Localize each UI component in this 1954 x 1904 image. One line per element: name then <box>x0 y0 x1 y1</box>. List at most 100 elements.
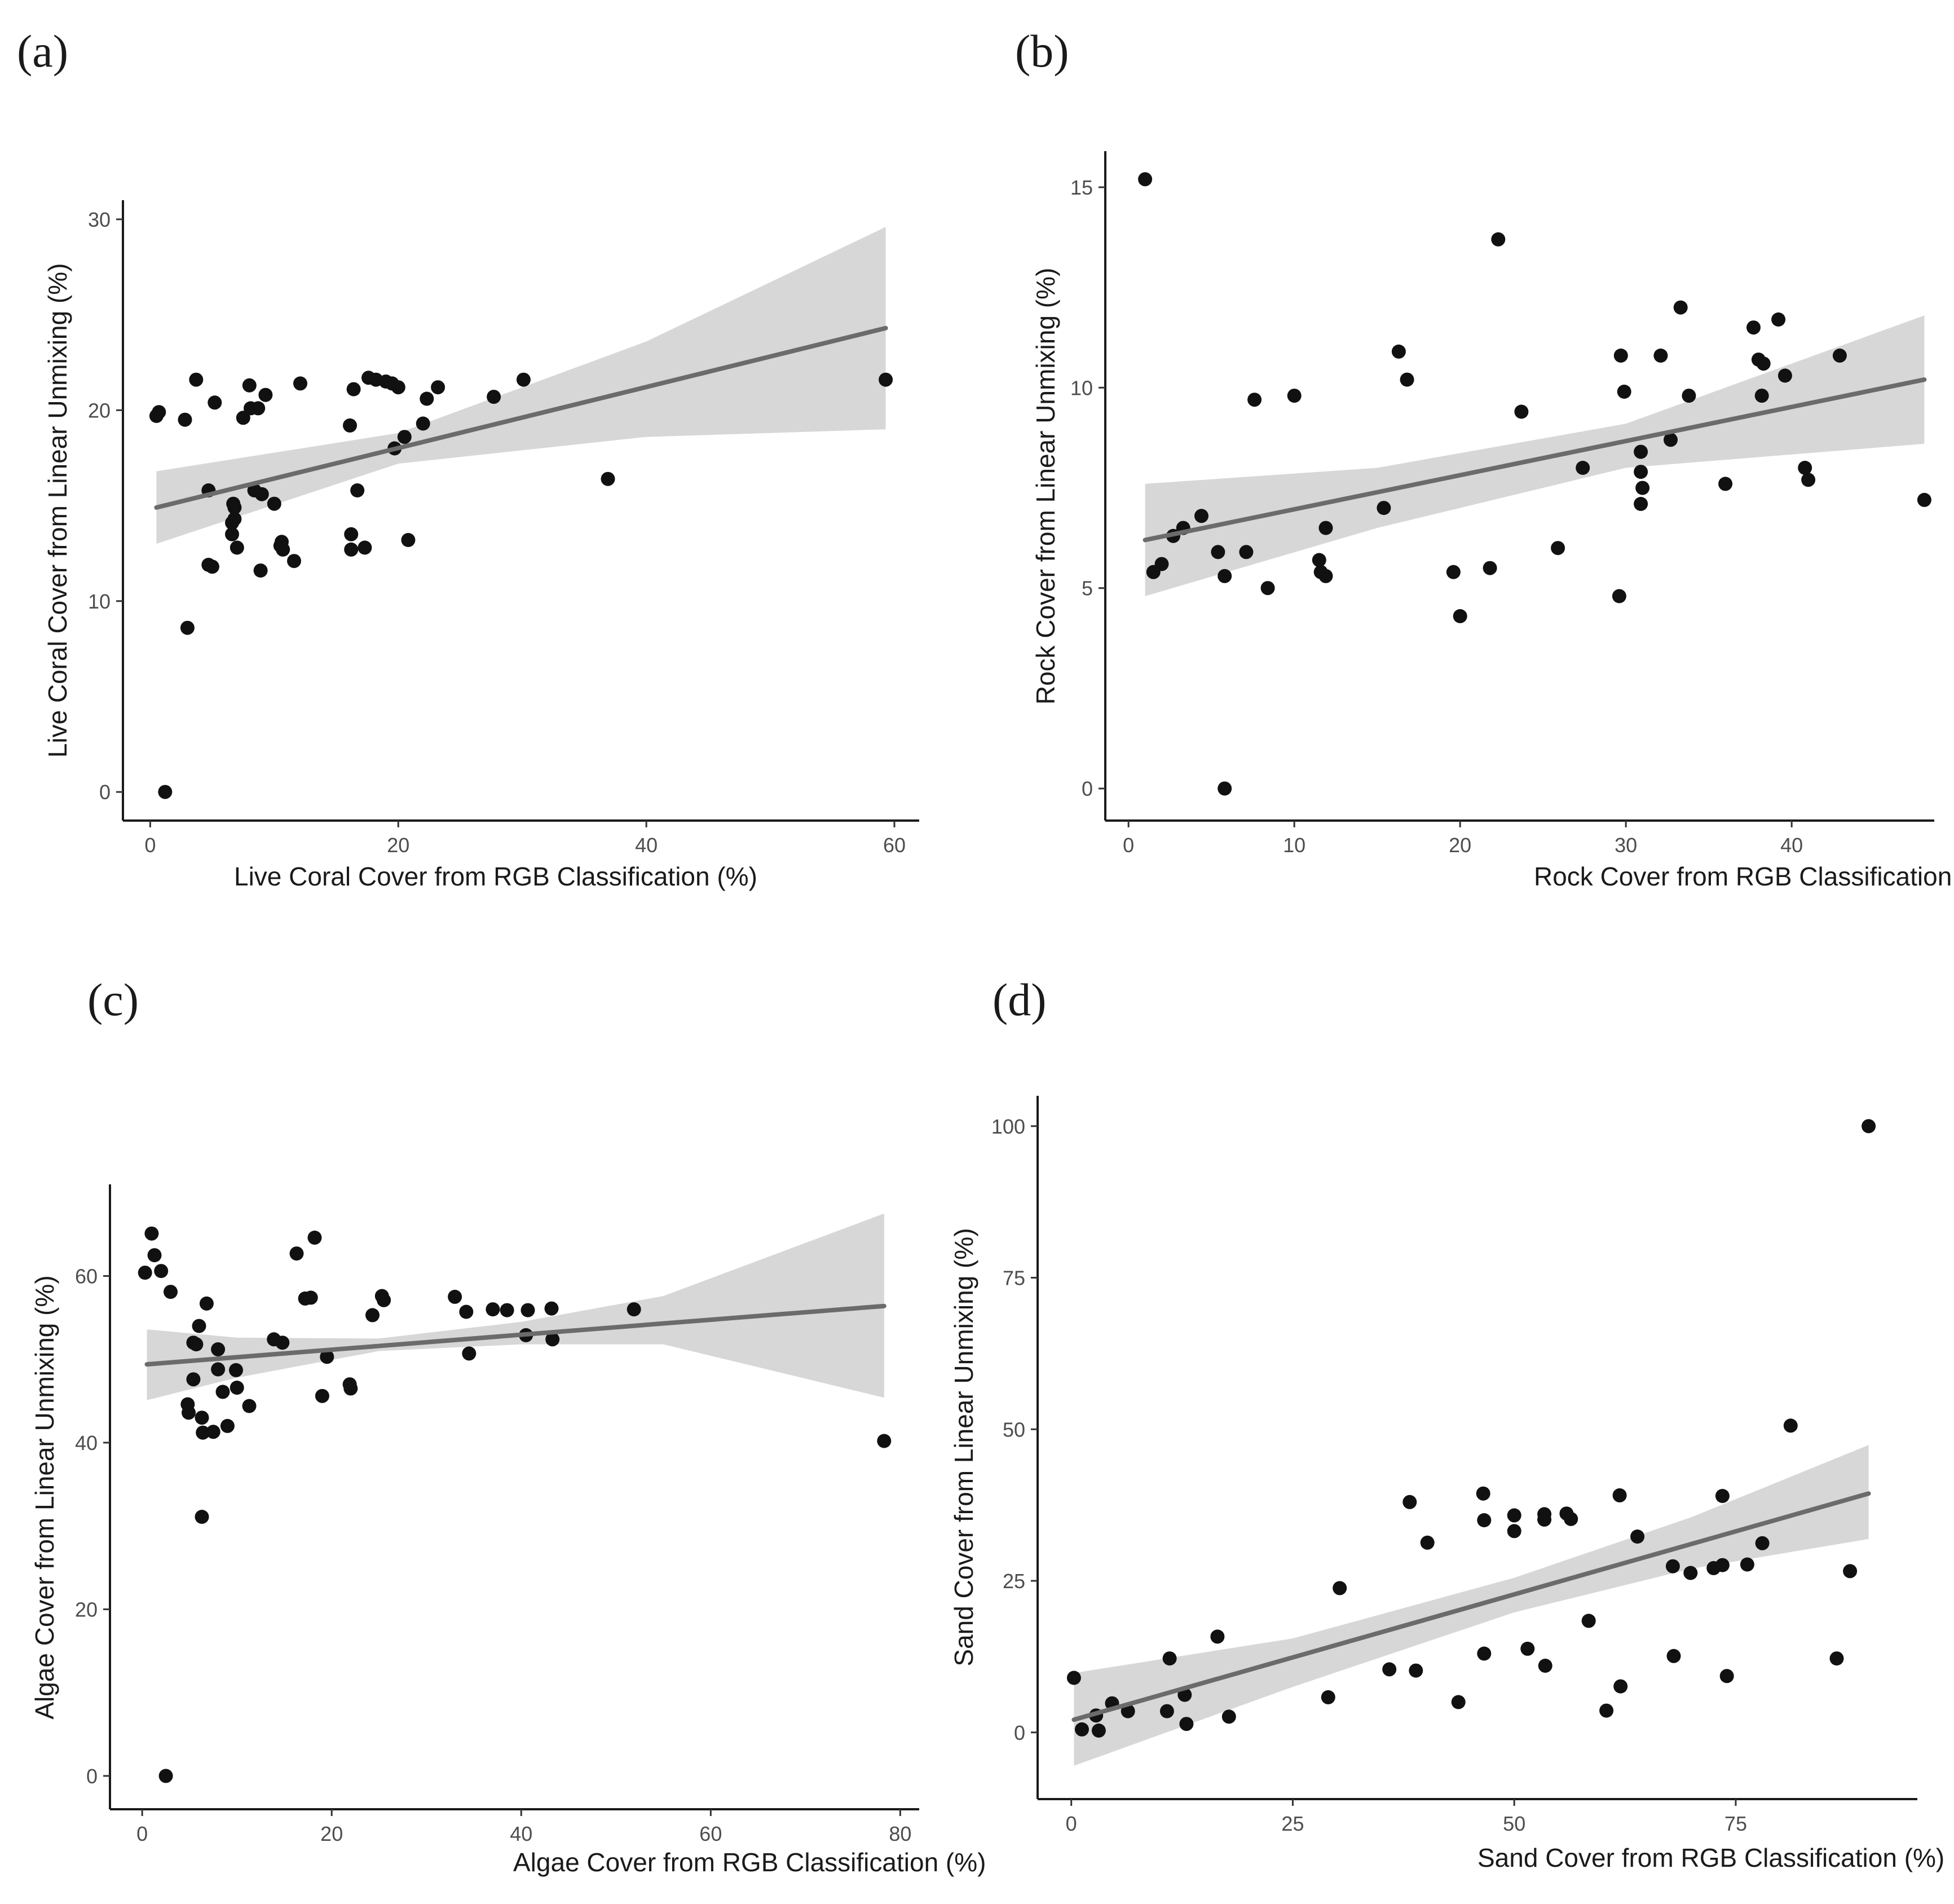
scatter-panel-a: (a) 0 20 40 60 0 10 20 30 Live Coral Cover from R… <box>17 25 919 891</box>
data-point <box>258 387 273 402</box>
data-point <box>192 1319 206 1333</box>
panel-label: (a) <box>17 25 68 77</box>
data-point <box>1756 356 1771 371</box>
x-tick-label: 20 <box>387 834 409 857</box>
data-point <box>196 1425 210 1440</box>
data-point <box>307 1231 322 1245</box>
data-point <box>1520 1641 1535 1656</box>
data-point <box>211 1362 226 1377</box>
data-point <box>225 527 239 541</box>
data-point <box>500 1303 514 1317</box>
data-point <box>1446 565 1461 579</box>
data-point <box>1318 521 1333 535</box>
data-point <box>344 542 359 557</box>
data-point <box>1673 300 1688 315</box>
y-tick-label: 20 <box>75 1598 98 1621</box>
data-point <box>1798 461 1812 475</box>
data-point <box>1801 473 1816 487</box>
data-point <box>416 416 430 431</box>
data-point <box>1746 320 1761 335</box>
data-point <box>1377 501 1391 515</box>
confidence-band <box>147 1213 884 1400</box>
data-point <box>276 542 290 557</box>
data-point <box>1613 1679 1628 1694</box>
data-point <box>544 1301 559 1316</box>
data-point <box>1664 433 1678 447</box>
data-point <box>242 378 257 393</box>
data-point <box>521 1303 535 1317</box>
x-tick-label: 50 <box>1503 1812 1525 1835</box>
data-point <box>1179 1717 1194 1731</box>
data-point <box>1634 444 1648 459</box>
y-axis-title: Sand Cover from Linear Unmixing (%) <box>949 1228 978 1666</box>
data-point <box>251 401 266 416</box>
data-point <box>1634 497 1648 511</box>
y-tick-label: 100 <box>991 1115 1025 1138</box>
data-point <box>1715 1558 1730 1572</box>
data-point <box>195 1411 209 1425</box>
data-point <box>1829 1651 1844 1666</box>
data-point <box>1653 349 1668 363</box>
x-axis-title: Rock Cover from RGB Classification (%) <box>1534 862 1954 891</box>
y-tick-label: 0 <box>1082 777 1093 800</box>
data-point <box>154 1264 169 1279</box>
data-point <box>211 1342 226 1356</box>
data-point <box>344 527 359 541</box>
data-point <box>1630 1530 1645 1544</box>
data-point <box>275 1336 290 1350</box>
data-point <box>1682 389 1696 403</box>
x-tick-label: 60 <box>699 1822 722 1845</box>
data-point <box>236 411 250 425</box>
data-point <box>1477 1646 1492 1661</box>
x-tick-label: 60 <box>883 834 906 857</box>
data-point <box>1477 1513 1492 1527</box>
data-point <box>1771 312 1786 327</box>
scatter-panel-b: (b) 0 10 20 30 40 0 5 10 15 Rock Cover from RGB Cl… <box>1015 25 1954 891</box>
data-point <box>1718 477 1733 491</box>
data-point <box>315 1389 329 1403</box>
scatter-panel-d: (d) 0 25 50 75 0 25 50 75 100 Sand Cover from RGB … <box>949 974 1944 1872</box>
data-point <box>1683 1566 1698 1580</box>
data-point <box>287 554 301 568</box>
data-point <box>1612 589 1626 603</box>
data-point <box>401 533 416 547</box>
data-point <box>1832 349 1847 363</box>
x-tick-label: 0 <box>1066 1812 1077 1835</box>
data-point <box>289 1246 304 1261</box>
data-point <box>320 1350 334 1364</box>
data-point <box>397 430 412 444</box>
data-point <box>1318 568 1333 583</box>
data-point <box>227 512 242 526</box>
data-point <box>1783 1418 1798 1433</box>
panel-label: (d) <box>993 974 1047 1025</box>
data-point <box>1576 461 1590 475</box>
data-point <box>1715 1489 1730 1503</box>
data-point <box>627 1302 641 1317</box>
scatter-panel-c: (c) 0 20 40 60 80 0 20 40 60 Algae Cover from RGB … <box>30 974 986 1877</box>
y-tick-label: 30 <box>88 208 111 231</box>
data-point <box>1777 368 1792 383</box>
y-tick-label: 50 <box>1003 1418 1025 1441</box>
y-tick-label: 25 <box>1003 1570 1025 1593</box>
data-point <box>358 540 372 555</box>
data-point <box>138 1266 152 1280</box>
data-point <box>267 496 281 511</box>
data-point <box>1066 1671 1081 1685</box>
data-point <box>178 412 192 427</box>
data-point <box>1564 1511 1578 1526</box>
data-point <box>601 471 615 486</box>
x-tick-label: 40 <box>635 834 658 857</box>
data-point <box>242 1399 257 1413</box>
data-point <box>182 1405 196 1420</box>
data-point <box>1755 1536 1770 1550</box>
y-tick-label: 20 <box>88 399 111 422</box>
x-tick-label: 75 <box>1724 1812 1747 1835</box>
y-tick-label: 10 <box>1070 376 1093 399</box>
x-tick-label: 80 <box>889 1822 911 1845</box>
data-point <box>1476 1486 1490 1501</box>
data-point <box>459 1304 474 1319</box>
data-point <box>1634 465 1648 479</box>
panel-label: (b) <box>1015 25 1069 77</box>
data-point <box>1420 1535 1435 1550</box>
y-tick-label: 60 <box>75 1265 98 1288</box>
